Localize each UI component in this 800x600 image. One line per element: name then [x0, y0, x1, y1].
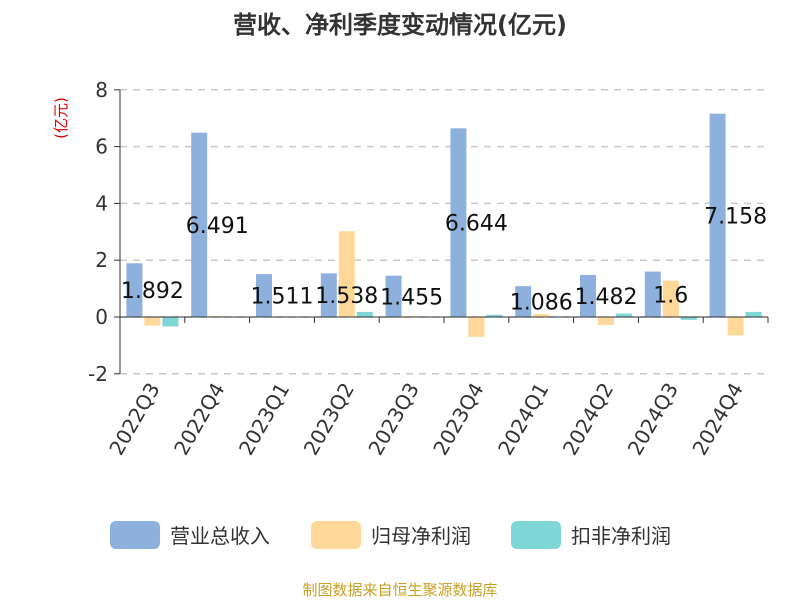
bar-扣非净利润-2022Q3 — [162, 317, 179, 327]
bar-归母净利润-2023Q4 — [468, 317, 485, 337]
legend-label: 归母净利润 — [371, 524, 471, 548]
bar-营业总收入-2024Q4 — [709, 113, 726, 317]
bar-归母净利润-2024Q1 — [533, 314, 550, 317]
bar-扣非净利润-2024Q2 — [616, 313, 632, 317]
bar-营业总收入-2024Q2 — [580, 274, 596, 317]
x-tick-label: 2023Q1 — [234, 379, 294, 460]
bar-营业总收入-2022Q3 — [126, 263, 143, 317]
data-label: 1.482 — [575, 285, 638, 310]
data-label: 6.491 — [186, 214, 249, 239]
bars — [126, 113, 762, 337]
data-label: 7.158 — [704, 204, 767, 229]
chart-title: 营收、净利季度变动情况(亿元) — [233, 11, 567, 39]
bar-营业总收入-2024Q1 — [515, 286, 532, 317]
y-tick-label: 6 — [95, 135, 108, 159]
bar-归母净利润-2023Q2 — [338, 231, 355, 317]
legend-swatch — [511, 521, 561, 549]
x-tick-label: 2024Q2 — [558, 379, 618, 460]
data-labels: 1.892 6.491 1.511 1.538 1.455 6.644 1.086 1.482… — [121, 204, 767, 315]
bar-归母净利润-2024Q3 — [662, 280, 679, 317]
y-axis-label: (亿元) — [52, 97, 70, 139]
x-tick-label: 2023Q4 — [428, 379, 488, 460]
x-tick-labels: 2022Q3 2022Q4 2023Q1 2023Q2 2023Q3 2023Q4 2024… — [104, 379, 748, 460]
bar-归母净利润-2024Q2 — [598, 317, 614, 325]
y-tick-label: 4 — [95, 191, 108, 215]
bar-扣非净利润-2024Q4 — [745, 311, 762, 317]
source-note: 制图数据来自恒生聚源数据库 — [302, 581, 497, 599]
data-label: 1.6 — [653, 283, 688, 308]
legend: 营业总收入 归母净利润 扣非净利润 — [110, 521, 671, 549]
data-label: 1.086 — [510, 291, 573, 316]
bar-归母净利润-2024Q4 — [727, 317, 744, 336]
legend-swatch — [110, 521, 160, 549]
x-axis — [119, 316, 769, 323]
data-label: 1.455 — [380, 285, 443, 310]
bar-营业总收入-2023Q3 — [385, 275, 402, 317]
bar-营业总收入-2023Q2 — [320, 273, 337, 317]
x-tick-label: 2022Q3 — [104, 379, 164, 460]
bar-营业总收入-2024Q3 — [644, 271, 661, 317]
x-tick-label: 2024Q3 — [623, 379, 683, 460]
y-tick-label: 2 — [95, 248, 108, 272]
x-tick-label: 2022Q4 — [169, 379, 229, 460]
bar-扣非净利润-2023Q4 — [486, 314, 503, 317]
bar-扣非净利润-2024Q3 — [680, 317, 697, 320]
x-tick-label: 2023Q3 — [363, 379, 423, 460]
x-tick-label: 2024Q1 — [493, 379, 553, 460]
bar-扣非净利润-2023Q2 — [356, 311, 373, 317]
bar-营业总收入-2023Q1 — [256, 274, 272, 317]
legend-label: 扣非净利润 — [571, 524, 671, 548]
y-tick-label: 8 — [95, 78, 108, 102]
y-axis: -2 0 2 4 6 8 — [88, 78, 121, 386]
x-tick-label: 2023Q2 — [299, 379, 359, 460]
x-tick-label: 2024Q4 — [687, 379, 747, 460]
bar-归母净利润-2022Q3 — [144, 317, 161, 326]
bar-营业总收入-2023Q4 — [450, 128, 467, 317]
data-label: 1.538 — [315, 284, 378, 309]
data-label: 6.644 — [445, 212, 508, 237]
legend-swatch — [311, 521, 361, 549]
legend-label: 营业总收入 — [170, 524, 270, 548]
data-label: 1.511 — [251, 285, 314, 310]
bar-营业总收入-2022Q4 — [191, 132, 208, 317]
y-tick-label: -2 — [88, 362, 108, 386]
y-tick-label: 0 — [95, 305, 108, 329]
data-label: 1.892 — [121, 279, 184, 304]
